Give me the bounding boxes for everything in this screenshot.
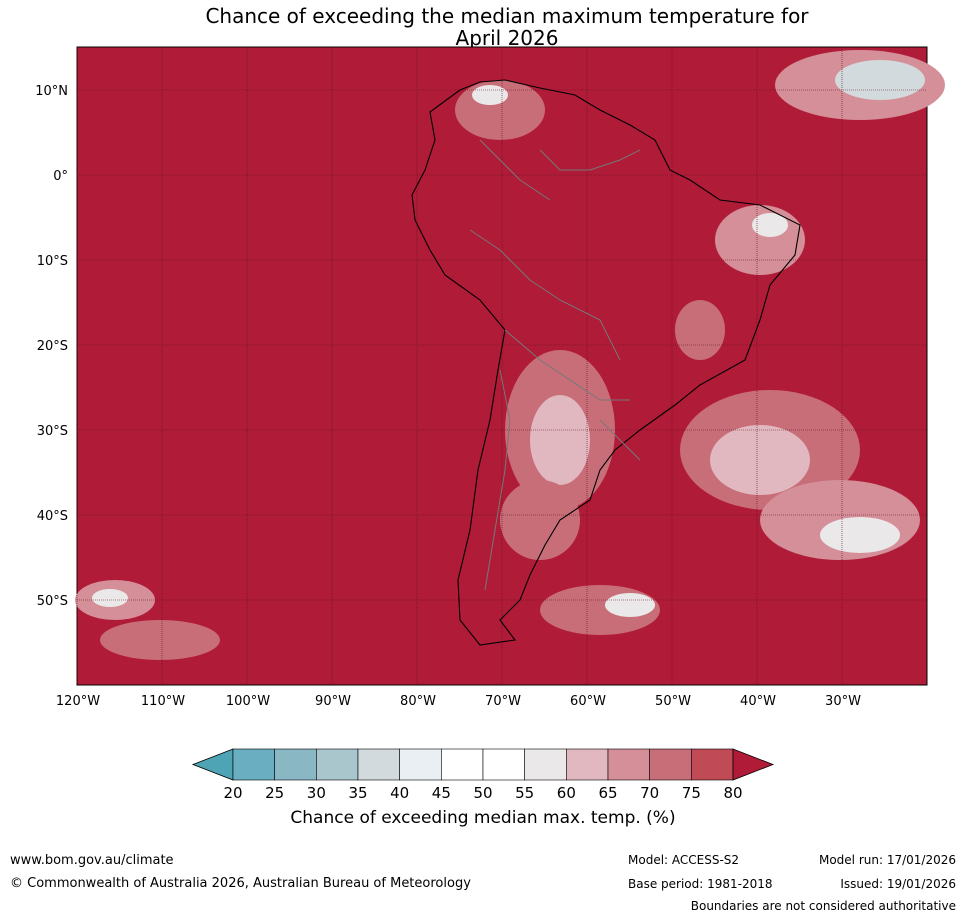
footer-base-period: Base period: 1981-2018 [628, 877, 773, 891]
lon-label: 90°W [315, 694, 351, 709]
lon-label: 40°W [740, 694, 776, 709]
map-title: Chance of exceeding the median maximum t… [0, 5, 965, 49]
colorbar-tick-label: 70 [640, 784, 659, 802]
colorbar-labels: 20 25 30 35 40 45 50 55 60 65 70 75 80 [223, 784, 742, 802]
colorbar-segment [607, 748, 650, 781]
longitude-labels: 120°W 110°W 100°W 90°W 80°W 70°W 60°W 50… [56, 694, 861, 709]
lon-label: 110°W [141, 694, 185, 709]
colorbar-arrow-low [191, 748, 234, 781]
lat-label: 20°S [37, 339, 68, 354]
footer-model: Model: ACCESS-S2 [628, 853, 740, 867]
colorbar-segment [691, 748, 734, 781]
lon-label: 80°W [400, 694, 436, 709]
lat-label: 50°S [37, 594, 68, 609]
lon-label: 30°W [825, 694, 861, 709]
footer-issued: Issued: 19/01/2026 [840, 877, 956, 891]
colorbar-segment [316, 748, 359, 781]
colorbar-title: Chance of exceeding median max. temp. (%… [290, 808, 676, 828]
colorbar-tick-label: 60 [557, 784, 576, 802]
lat-label: 0° [53, 169, 68, 184]
lon-label: 60°W [570, 694, 606, 709]
lat-label: 40°S [37, 509, 68, 524]
footer-copyright: © Commonwealth of Australia 2026, Austra… [10, 876, 471, 891]
colorbar-tick-label: 50 [473, 784, 492, 802]
colorbar-tick-label: 30 [307, 784, 326, 802]
colorbar-segment [274, 748, 317, 781]
colorbar-segment [524, 748, 567, 781]
colorbar-tick-label: 45 [432, 784, 451, 802]
colorbar-segment [399, 748, 442, 781]
colorbar-segment [232, 748, 275, 781]
colorbar [191, 748, 775, 781]
colorbar-segment [441, 748, 484, 781]
colorbar-tick-label: 75 [682, 784, 701, 802]
colorbar-tick-label: 65 [598, 784, 617, 802]
colorbar-segment [649, 748, 692, 781]
colorbar-tick-label: 25 [265, 784, 284, 802]
title-line-1: Chance of exceeding the median maximum t… [205, 4, 809, 28]
south-america-coastline [411, 79, 801, 646]
colorbar-arrow-high [732, 748, 775, 781]
title-line-2: April 2026 [455, 26, 559, 50]
footer-disclaimer: Boundaries are not considered authoritat… [690, 899, 956, 913]
country-borders [469, 139, 641, 591]
colorbar-tick-label: 55 [515, 784, 534, 802]
gridlines [76, 47, 927, 685]
colorbar-tick-label: 35 [348, 784, 367, 802]
colorbar-tick-label: 40 [390, 784, 409, 802]
lon-label: 70°W [485, 694, 521, 709]
lat-label: 10°N [35, 84, 68, 99]
footer-model-run: Model run: 17/01/2026 [818, 853, 956, 867]
footer-website: www.bom.gov.au/climate [10, 853, 174, 868]
colorbar-segment [566, 748, 609, 781]
lat-label: 30°S [37, 424, 68, 439]
lon-label: 100°W [226, 694, 270, 709]
lon-label: 50°W [655, 694, 691, 709]
colorbar-segment [357, 748, 400, 781]
lon-label: 120°W [56, 694, 100, 709]
colorbar-tick-label: 20 [223, 784, 242, 802]
colorbar-tick-label: 80 [723, 784, 742, 802]
latitude-labels: 10°N 0° 10°S 20°S 30°S 40°S 50°S [35, 84, 68, 609]
lat-label: 10°S [37, 254, 68, 269]
colorbar-segment [482, 748, 525, 781]
